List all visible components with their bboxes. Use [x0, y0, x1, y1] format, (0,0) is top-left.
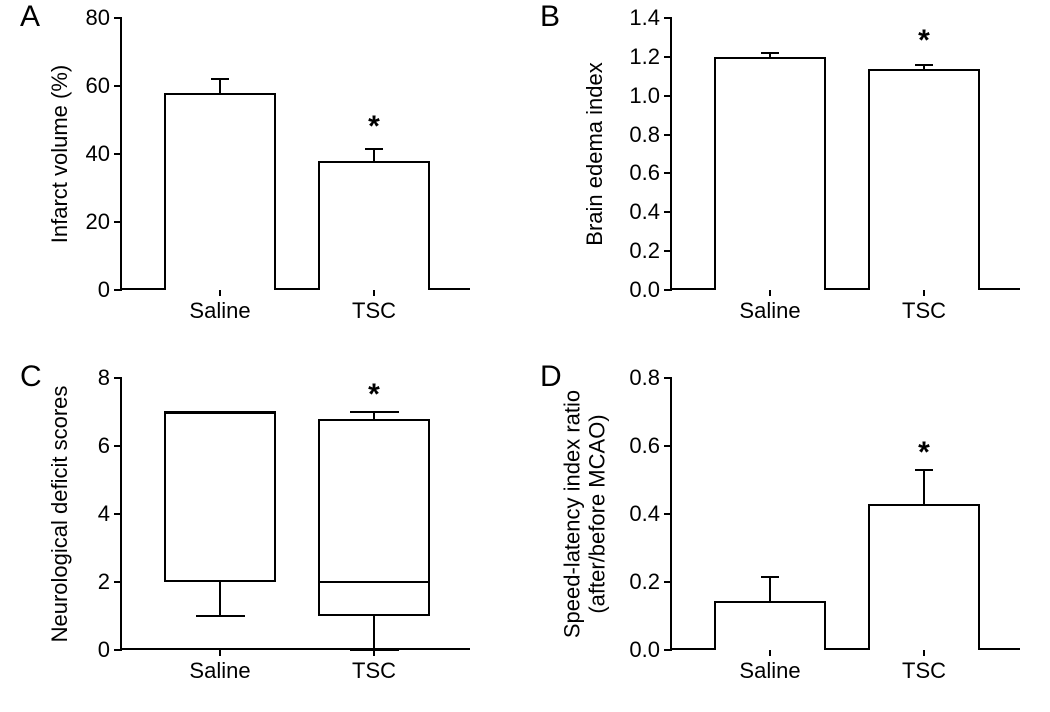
y-tick-label: 40 [86, 141, 122, 167]
bar [714, 601, 826, 650]
y-tick-label: 0 [98, 277, 122, 303]
panel-a-ylabel: Infarct volume (%) [47, 65, 73, 244]
error-bar [923, 470, 925, 504]
y-tick-label: 60 [86, 73, 122, 99]
bar [868, 504, 980, 650]
y-tick-label: 0.4 [629, 501, 672, 527]
box [164, 412, 276, 582]
panel-d-plot: 0.00.20.40.60.8SalineTSC* [670, 378, 1020, 650]
y-tick-label: 0.8 [629, 122, 672, 148]
significance-star: * [368, 110, 380, 144]
y-tick-label: 0.0 [629, 637, 672, 663]
error-cap [761, 576, 779, 578]
y-tick-label: 0.6 [629, 433, 672, 459]
error-bar [769, 577, 771, 601]
bar [318, 161, 430, 290]
y-tick-label: 0.4 [629, 199, 672, 225]
y-tick-label: 0.8 [629, 365, 672, 391]
significance-star: * [368, 378, 380, 412]
error-cap [915, 64, 933, 66]
y-tick-label: 2 [98, 569, 122, 595]
whisker [219, 582, 221, 616]
median-line [318, 581, 430, 583]
bar [714, 57, 826, 290]
panel-a-label: A [20, 0, 40, 34]
whisker-cap [350, 649, 399, 651]
y-tick-label: 0.0 [629, 277, 672, 303]
panel-d-ylabel: Speed-latency index ratio(after/before M… [560, 390, 611, 638]
y-tick-label: 0 [98, 637, 122, 663]
bar [868, 69, 980, 290]
whisker-cap [196, 615, 245, 617]
error-cap [761, 52, 779, 54]
y-tick-label: 1.2 [629, 44, 672, 70]
x-tick-label: TSC [352, 648, 396, 684]
x-tick-label: Saline [739, 288, 800, 324]
x-tick-label: TSC [902, 648, 946, 684]
x-tick-label: TSC [352, 288, 396, 324]
panel-b-label: B [540, 0, 560, 34]
y-tick-label: 6 [98, 433, 122, 459]
whisker [373, 412, 375, 419]
error-bar [373, 149, 375, 161]
y-tick-label: 0.2 [629, 569, 672, 595]
error-cap [211, 78, 229, 80]
error-cap [365, 148, 383, 150]
panel-d-label: D [540, 360, 562, 394]
bar [164, 93, 276, 290]
x-tick-label: Saline [739, 648, 800, 684]
y-tick-label: 20 [86, 209, 122, 235]
median-line [164, 411, 276, 413]
panel-c-label: C [20, 360, 42, 394]
panel-b-ylabel: Brain edema index [582, 62, 608, 245]
panel-a-plot: 020406080SalineTSC* [120, 18, 470, 290]
panel-b-plot: 0.00.20.40.60.81.01.21.4SalineTSC* [670, 18, 1020, 290]
y-tick-label: 1.4 [629, 5, 672, 31]
whisker [373, 616, 375, 650]
y-tick-label: 8 [98, 365, 122, 391]
significance-star: * [918, 436, 930, 470]
panel-c-plot: 02468SalineTSC* [120, 378, 470, 650]
y-tick-label: 0.6 [629, 160, 672, 186]
x-tick-label: Saline [189, 648, 250, 684]
significance-star: * [918, 24, 930, 58]
y-tick-label: 4 [98, 501, 122, 527]
panel-c-ylabel: Neurological deficit scores [47, 386, 73, 643]
box [318, 419, 430, 616]
y-tick-label: 1.0 [629, 83, 672, 109]
error-bar [219, 79, 221, 93]
x-tick-label: TSC [902, 288, 946, 324]
x-tick-label: Saline [189, 288, 250, 324]
y-tick-label: 0.2 [629, 238, 672, 264]
y-tick-label: 80 [86, 5, 122, 31]
